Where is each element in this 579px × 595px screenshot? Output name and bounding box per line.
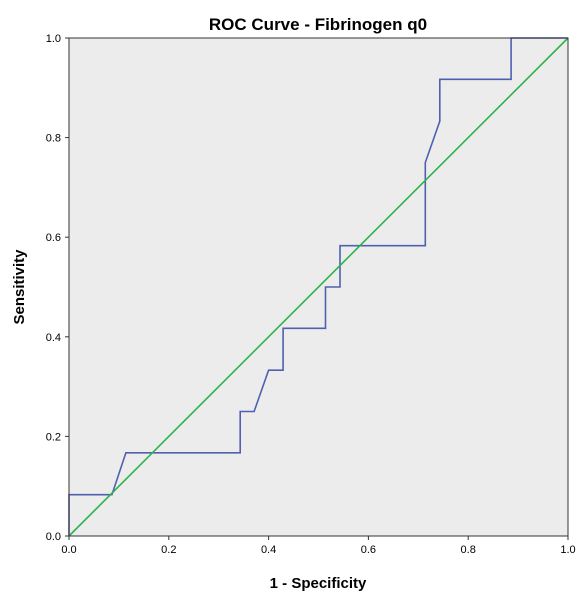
y-axis-label: Sensitivity xyxy=(11,249,28,325)
x-tick-label: 0.8 xyxy=(461,544,476,556)
x-tick-label: 0.2 xyxy=(161,544,176,556)
chart-title: ROC Curve - Fibrinogen q0 xyxy=(209,15,427,34)
y-tick-label: 0.4 xyxy=(46,332,61,344)
x-tick-label: 0.0 xyxy=(61,544,76,556)
reference-diagonal-line xyxy=(68,37,569,537)
axes-layer xyxy=(68,37,569,537)
y-tick-label: 1.0 xyxy=(46,33,61,45)
series-layer xyxy=(68,37,569,537)
x-axis-label: 1 - Specificity xyxy=(270,575,367,592)
roc-curve-line xyxy=(68,37,568,536)
y-tick-label: 0.0 xyxy=(46,531,61,543)
x-tick-label: 1.0 xyxy=(560,544,575,556)
y-tick-label: 0.6 xyxy=(46,232,61,244)
y-tick-label: 0.8 xyxy=(46,133,61,145)
plot-frame xyxy=(68,37,569,537)
x-tick-label: 0.4 xyxy=(261,544,276,556)
x-tick-label: 0.6 xyxy=(361,544,376,556)
y-tick-label: 0.2 xyxy=(46,431,61,443)
